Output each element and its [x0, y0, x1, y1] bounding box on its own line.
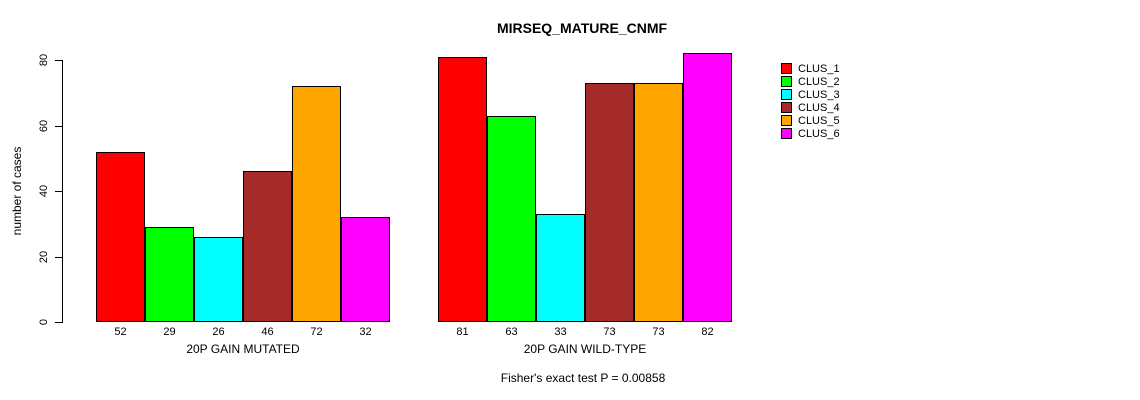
bar-value-label: 32: [359, 326, 372, 338]
y-tick: [55, 256, 62, 258]
bar-value-label: 73: [652, 326, 665, 338]
legend-item-clus_2: CLUS_2: [781, 75, 840, 88]
bar-value-label: 72: [310, 326, 323, 338]
bar-value-label: 33: [554, 326, 567, 338]
bar-value-label: 29: [163, 326, 176, 338]
y-tick-label: 20: [38, 250, 50, 263]
legend: CLUS_1 CLUS_2 CLUS_3 CLUS_4 CLUS_5 CLUS_6: [781, 62, 840, 140]
y-tick: [55, 191, 62, 192]
legend-label: CLUS_3: [798, 88, 840, 101]
y-axis-title: number of cases: [10, 146, 24, 236]
legend-label: CLUS_2: [798, 75, 840, 88]
x-group-label: 20P GAIN WILD-TYPE: [523, 342, 647, 356]
bar-value-label: 82: [701, 326, 714, 338]
chart-title: MIRSEQ_MATURE_CNMF: [496, 20, 668, 36]
bar-clus_2: [487, 116, 536, 322]
legend-item-clus_4: CLUS_4: [781, 101, 840, 114]
y-tick-label: 60: [38, 119, 50, 132]
y-tick: [55, 60, 62, 61]
legend-item-clus_5: CLUS_5: [781, 114, 840, 127]
bar-value-label: 52: [114, 326, 127, 338]
legend-item-clus_3: CLUS_3: [781, 88, 840, 101]
legend-swatch: [781, 89, 792, 100]
y-tick-label: 40: [38, 184, 50, 198]
legend-label: CLUS_5: [798, 114, 840, 127]
bar-clus_1: [438, 57, 487, 322]
y-tick-label: 80: [38, 53, 50, 67]
bar-value-label: 81: [456, 326, 469, 338]
x-group-label: 20P GAIN MUTATED: [186, 342, 300, 356]
bar-value-label: 73: [603, 326, 616, 338]
bar-clus_6: [683, 53, 732, 322]
legend-label: CLUS_4: [798, 101, 840, 114]
legend-swatch: [781, 76, 792, 87]
bar-clus_5: [634, 83, 683, 322]
y-tick-label: 0: [38, 318, 50, 326]
y-tick: [55, 125, 62, 127]
legend-label: CLUS_1: [798, 62, 840, 75]
legend-swatch: [781, 63, 792, 74]
bar-clus_1: [96, 152, 145, 322]
bar-clus_4: [243, 171, 292, 322]
legend-item-clus_6: CLUS_6: [781, 127, 840, 140]
bar-value-label: 63: [505, 326, 518, 338]
bar-clus_4: [585, 83, 634, 322]
legend-swatch: [781, 102, 792, 113]
bar-value-label: 26: [212, 326, 225, 338]
bar-clus_6: [341, 217, 390, 322]
bar-clus_3: [194, 237, 243, 322]
bar-clus_2: [145, 227, 194, 322]
fisher-test-annotation: Fisher's exact test P = 0.00858: [500, 371, 666, 385]
bar-clus_5: [292, 86, 341, 322]
bar-clus_3: [536, 214, 585, 322]
legend-label: CLUS_6: [798, 127, 840, 140]
y-tick: [55, 322, 62, 323]
legend-item-clus_1: CLUS_1: [781, 62, 840, 75]
y-axis-line: [62, 60, 63, 323]
legend-swatch: [781, 128, 792, 139]
bar-value-label: 46: [261, 326, 274, 338]
legend-swatch: [781, 115, 792, 126]
